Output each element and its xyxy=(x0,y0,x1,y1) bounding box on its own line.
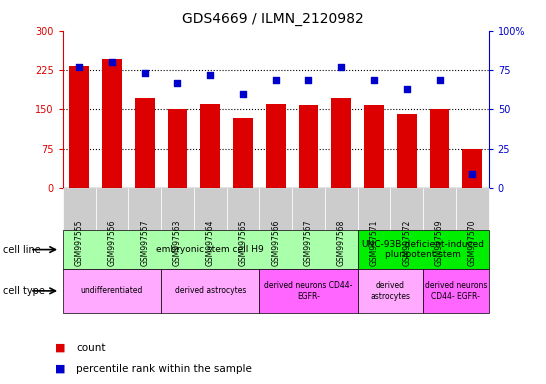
Bar xyxy=(102,58,122,188)
Point xyxy=(435,76,444,83)
Text: UNC-93B-deficient-induced
pluripotent stem: UNC-93B-deficient-induced pluripotent st… xyxy=(361,240,485,259)
Bar xyxy=(364,105,384,188)
Point xyxy=(108,59,116,65)
Bar xyxy=(266,104,286,188)
Text: GSM997563: GSM997563 xyxy=(173,220,182,266)
Text: GSM997564: GSM997564 xyxy=(206,220,215,266)
Point xyxy=(370,76,378,83)
Text: GSM997566: GSM997566 xyxy=(271,220,280,266)
Text: embryonic stem cell H9: embryonic stem cell H9 xyxy=(156,245,264,254)
Bar xyxy=(299,105,318,188)
Point xyxy=(173,79,182,86)
Point xyxy=(206,72,215,78)
Point xyxy=(140,70,149,76)
Bar xyxy=(135,98,155,188)
Text: cell line: cell line xyxy=(3,245,40,255)
Text: ■: ■ xyxy=(55,343,65,353)
Text: undifferentiated: undifferentiated xyxy=(81,286,143,295)
Text: GSM997569: GSM997569 xyxy=(435,220,444,266)
Point xyxy=(337,64,346,70)
Text: GDS4669 / ILMN_2120982: GDS4669 / ILMN_2120982 xyxy=(182,12,364,25)
Point xyxy=(239,91,247,97)
Text: GSM997557: GSM997557 xyxy=(140,220,149,266)
Point xyxy=(468,171,477,177)
Point xyxy=(75,64,84,70)
Text: percentile rank within the sample: percentile rank within the sample xyxy=(76,364,252,374)
Bar xyxy=(200,104,220,188)
Text: ■: ■ xyxy=(55,364,65,374)
Point xyxy=(304,76,313,83)
Text: GSM997572: GSM997572 xyxy=(402,220,411,266)
Text: derived neurons CD44-
EGFR-: derived neurons CD44- EGFR- xyxy=(264,281,353,301)
Text: GSM997571: GSM997571 xyxy=(370,220,378,266)
Point xyxy=(402,86,411,92)
Text: GSM997568: GSM997568 xyxy=(337,220,346,266)
Bar xyxy=(462,149,482,188)
Bar xyxy=(233,118,253,188)
Text: GSM997555: GSM997555 xyxy=(75,220,84,266)
Point xyxy=(271,76,280,83)
Text: derived neurons
CD44- EGFR-: derived neurons CD44- EGFR- xyxy=(425,281,487,301)
Bar xyxy=(430,109,449,188)
Text: count: count xyxy=(76,343,106,353)
Text: GSM997556: GSM997556 xyxy=(108,220,116,266)
Text: GSM997570: GSM997570 xyxy=(468,220,477,266)
Text: GSM997565: GSM997565 xyxy=(239,220,247,266)
Text: GSM997567: GSM997567 xyxy=(304,220,313,266)
Text: cell type: cell type xyxy=(3,286,45,296)
Bar xyxy=(331,98,351,188)
Bar xyxy=(168,109,187,188)
Bar xyxy=(397,114,417,188)
Text: derived
astrocytes: derived astrocytes xyxy=(370,281,411,301)
Bar xyxy=(69,66,89,188)
Text: derived astrocytes: derived astrocytes xyxy=(175,286,246,295)
